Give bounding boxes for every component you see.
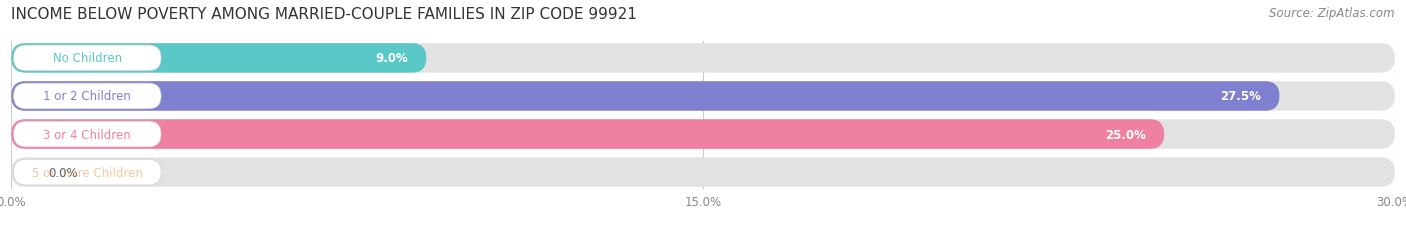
Text: Source: ZipAtlas.com: Source: ZipAtlas.com: [1270, 7, 1395, 20]
Text: No Children: No Children: [53, 52, 122, 65]
Text: 0.0%: 0.0%: [48, 166, 77, 179]
FancyBboxPatch shape: [14, 160, 162, 185]
Text: INCOME BELOW POVERTY AMONG MARRIED-COUPLE FAMILIES IN ZIP CODE 99921: INCOME BELOW POVERTY AMONG MARRIED-COUPL…: [11, 7, 637, 22]
FancyBboxPatch shape: [11, 82, 1395, 111]
Text: 3 or 4 Children: 3 or 4 Children: [44, 128, 131, 141]
Text: 1 or 2 Children: 1 or 2 Children: [44, 90, 131, 103]
FancyBboxPatch shape: [11, 120, 1395, 149]
FancyBboxPatch shape: [14, 122, 162, 147]
Text: 9.0%: 9.0%: [375, 52, 408, 65]
FancyBboxPatch shape: [11, 120, 1164, 149]
Text: 25.0%: 25.0%: [1105, 128, 1146, 141]
FancyBboxPatch shape: [11, 44, 426, 73]
FancyBboxPatch shape: [14, 46, 162, 71]
FancyBboxPatch shape: [14, 84, 162, 109]
Text: 5 or more Children: 5 or more Children: [32, 166, 143, 179]
Text: 27.5%: 27.5%: [1220, 90, 1261, 103]
FancyBboxPatch shape: [11, 82, 1279, 111]
FancyBboxPatch shape: [11, 44, 1395, 73]
FancyBboxPatch shape: [11, 158, 1395, 187]
